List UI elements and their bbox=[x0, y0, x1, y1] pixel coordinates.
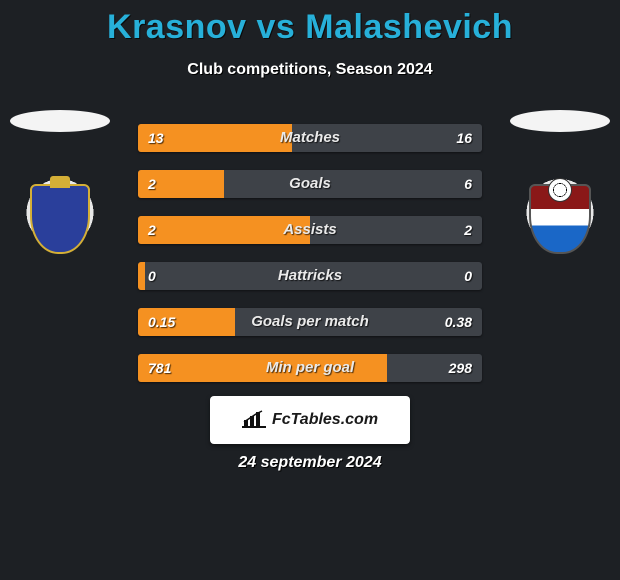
date-line: 24 september 2024 bbox=[0, 454, 620, 472]
stat-row: 2Goals6 bbox=[138, 170, 482, 198]
left-player-area bbox=[0, 110, 120, 262]
stat-value-right: 16 bbox=[456, 124, 472, 152]
stat-label: Goals bbox=[138, 170, 482, 198]
stat-value-right: 0.38 bbox=[445, 308, 472, 336]
stat-row: 13Matches16 bbox=[138, 124, 482, 152]
page-subtitle: Club competitions, Season 2024 bbox=[0, 61, 620, 79]
right-player-name-pill bbox=[510, 110, 610, 132]
stat-value-right: 2 bbox=[464, 216, 472, 244]
stat-row: 0.15Goals per match0.38 bbox=[138, 308, 482, 336]
stat-row: 2Assists2 bbox=[138, 216, 482, 244]
brand-chart-icon bbox=[242, 410, 266, 430]
brand-text: FcTables.com bbox=[272, 411, 378, 429]
stats-chart: 13Matches162Goals62Assists20Hattricks00.… bbox=[138, 124, 482, 400]
stat-label: Assists bbox=[138, 216, 482, 244]
stat-label: Min per goal bbox=[138, 354, 482, 382]
stat-value-right: 0 bbox=[464, 262, 472, 290]
right-team-crest-icon bbox=[515, 172, 605, 262]
brand-badge: FcTables.com bbox=[210, 396, 410, 444]
stat-value-right: 298 bbox=[449, 354, 472, 382]
left-player-name-pill bbox=[10, 110, 110, 132]
right-player-area bbox=[500, 110, 620, 262]
left-team-crest-icon bbox=[15, 172, 105, 262]
stat-label: Goals per match bbox=[138, 308, 482, 336]
stat-label: Hattricks bbox=[138, 262, 482, 290]
stat-row: 0Hattricks0 bbox=[138, 262, 482, 290]
stat-label: Matches bbox=[138, 124, 482, 152]
stat-row: 781Min per goal298 bbox=[138, 354, 482, 382]
page-title: Krasnov vs Malashevich bbox=[0, 0, 620, 47]
stat-value-right: 6 bbox=[464, 170, 472, 198]
